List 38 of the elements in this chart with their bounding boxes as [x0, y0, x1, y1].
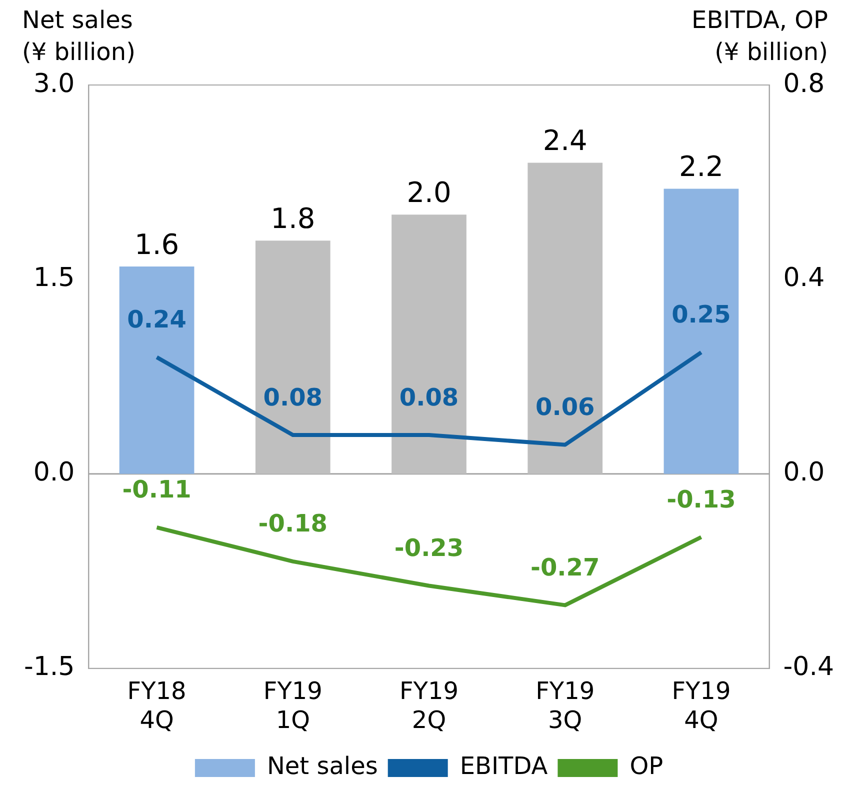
y2-axis-title: EBITDA, OP (¥ billion) [692, 5, 828, 68]
legend-label: Net sales [266, 752, 378, 780]
data-label: -0.23 [394, 534, 464, 562]
data-label: 2.4 [542, 124, 588, 158]
data-label: -0.18 [258, 510, 328, 538]
data-label: 0.25 [672, 300, 731, 329]
data-label: -0.11 [122, 476, 192, 504]
data-label: -0.27 [530, 553, 600, 582]
bar [528, 162, 603, 474]
y2-tick-label: 0.4 [783, 263, 825, 294]
bar [664, 188, 739, 474]
x-tick-label: FY19 2Q [399, 677, 459, 734]
y2-tick-label: 0.8 [783, 68, 825, 99]
x-tick-label: FY18 4Q [127, 677, 186, 734]
x-tick-label: FY19 1Q [263, 677, 322, 734]
data-label: 0.24 [127, 305, 186, 334]
data-label: 2.2 [678, 150, 724, 183]
bar [392, 214, 466, 474]
y-tick-label: 3.0 [33, 68, 75, 99]
legend-label: EBITDA [460, 752, 548, 780]
legend-label: OP [630, 752, 664, 780]
x-tick-label: FY19 4Q [672, 677, 731, 734]
y-axis-title: Net sales (¥ billion) [22, 5, 136, 68]
y-tick-label: 0.0 [33, 458, 75, 488]
data-label: 1.6 [134, 228, 180, 261]
data-label: 0.08 [399, 383, 459, 412]
x-tick-label: FY19 3Q [536, 677, 595, 734]
y-tick-label: -1.5 [24, 652, 75, 682]
data-label: 0.06 [536, 393, 595, 421]
y2-tick-label: -0.4 [783, 652, 834, 682]
bar [255, 240, 330, 474]
bar [119, 266, 194, 474]
data-label: 0.08 [263, 383, 322, 412]
y2-tick-label: 0.0 [783, 458, 825, 488]
data-label: 1.8 [270, 202, 316, 235]
y-tick-label: 1.5 [33, 263, 75, 294]
data-label: -0.13 [666, 485, 736, 514]
data-label: 2.0 [406, 176, 452, 209]
